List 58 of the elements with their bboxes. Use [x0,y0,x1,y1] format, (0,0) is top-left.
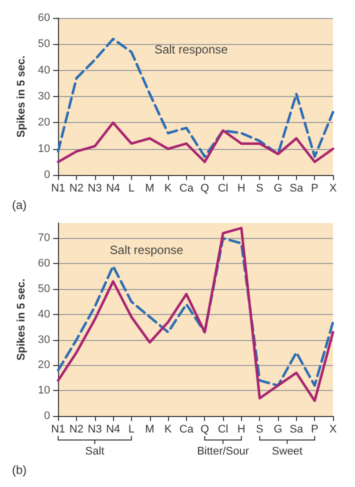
y-tick-label: 0 [44,169,50,181]
x-tick-label: Ca [179,182,194,194]
y-tick-label: 30 [38,334,50,346]
x-tick-label: H [237,424,246,436]
x-tick-label: S [256,182,264,194]
y-tick-label: 70 [38,232,50,244]
x-tick-label: Q [200,424,210,436]
y-tick-label: 30 [38,90,50,102]
text: (b) [12,463,27,477]
y-axis-title: Spikes in 5 sec. [16,278,28,360]
x-tick-label: Cl [218,182,228,194]
x-tick-label: Sa [290,182,304,194]
x-tick-label: M [145,182,154,194]
y-tick-label: 10 [38,142,50,155]
y-tick-label: 60 [38,258,50,270]
x-tick-label: X [329,424,338,436]
y-tick-label: 60 [38,12,50,24]
x-tick-label: P [311,182,318,194]
y-tick-label: 20 [38,359,50,372]
x-tick-label: X [329,182,338,194]
annotation: Salt response [154,42,228,56]
y-tick-label: 0 [44,410,50,422]
x-tick-label: L [128,182,134,194]
y-tick-label: 20 [38,116,50,129]
y-tick-label: 40 [38,308,50,320]
x-tick-label: N4 [106,424,120,436]
annotation: Salt response [110,243,184,258]
x-tick-label: Ca [179,424,194,436]
text: Bitter/Sour [197,446,250,458]
x-tick-label: P [311,424,318,436]
x-tick-label: N3 [88,424,102,436]
x-tick-label: N4 [106,182,120,194]
y-tick-label: 50 [38,283,50,296]
line-series [56,121,334,164]
x-tick-label: N2 [69,424,84,436]
line-series [56,38,334,158]
x-tick-label: G [274,424,282,436]
text: Salt [85,446,104,458]
text: Sweet [272,446,302,458]
x-tick-label: Sa [290,424,304,436]
x-tick-label: N3 [88,182,102,194]
x-tick-label: H [237,182,246,194]
y-axis-title: Spikes in 5 sec. [16,56,28,138]
x-tick-label: N2 [69,182,84,194]
x-tick-label: K [164,182,172,194]
y-tick-label: 50 [38,38,50,50]
x-tick-label: Q [200,182,210,194]
text: (a) [12,198,27,212]
x-tick-label: G [274,182,282,194]
x-tick-label: S [256,424,264,436]
x-tick-label: N1 [51,424,66,436]
y-tick-label: 40 [38,64,50,76]
x-tick-label: K [164,424,172,436]
x-tick-label: L [128,424,134,436]
x-tick-label: N1 [51,182,66,194]
x-tick-label: M [145,424,154,436]
x-tick-label: Cl [218,424,228,436]
y-tick-label: 10 [38,384,50,397]
